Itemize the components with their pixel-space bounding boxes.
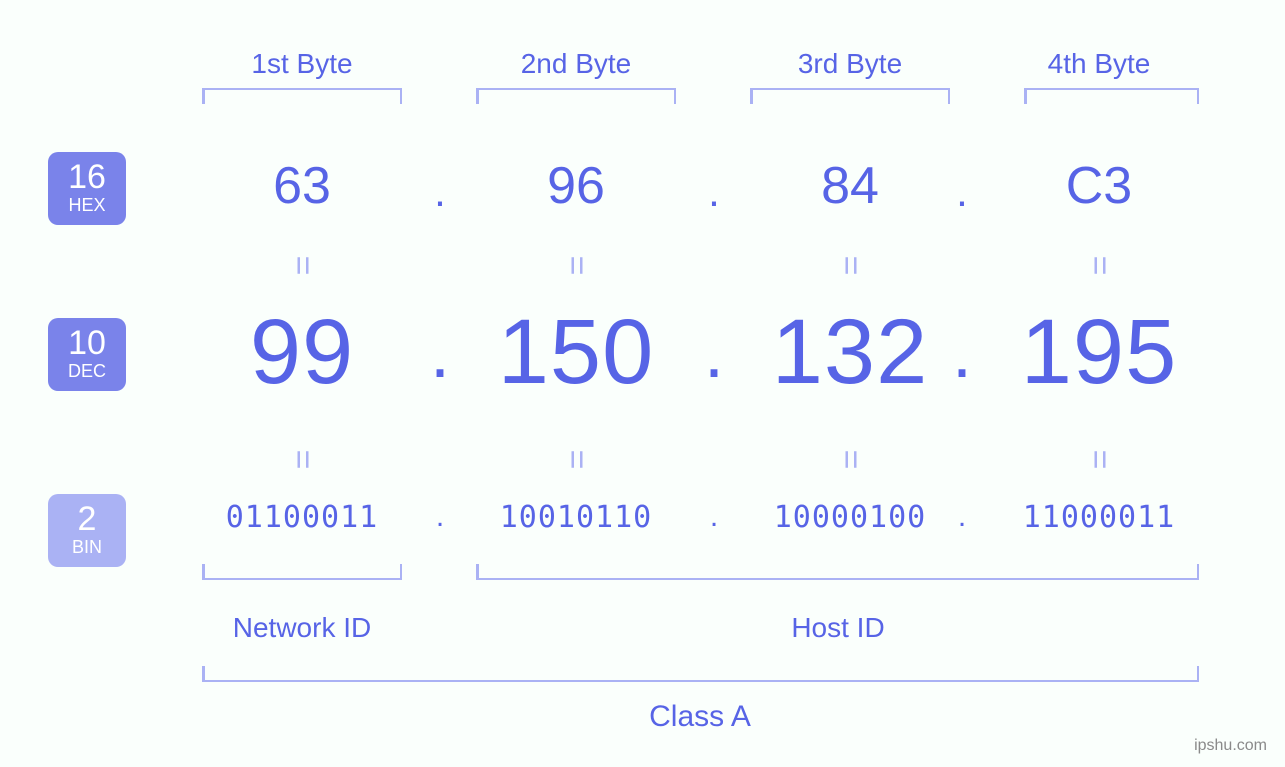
base-badge-dec: 10 DEC — [48, 318, 126, 391]
equals-hex-dec-3: = — [831, 256, 870, 276]
equals-dec-bin-2: = — [557, 450, 596, 470]
dec-byte-3: 132 — [772, 300, 929, 405]
bin-byte-4: 11000011 — [1023, 500, 1176, 535]
equals-hex-dec-2: = — [557, 256, 596, 276]
dec-dot-3: . — [952, 312, 972, 394]
host-id-bracket — [476, 566, 1199, 580]
watermark: ipshu.com — [1194, 737, 1267, 755]
base-badge-hex: 16 HEX — [48, 152, 126, 225]
hex-byte-4: C3 — [1066, 156, 1132, 216]
network-id-bracket — [202, 566, 402, 580]
bin-byte-2: 10010110 — [500, 500, 653, 535]
equals-dec-bin-3: = — [831, 450, 870, 470]
byte-bracket-top-4 — [1024, 88, 1199, 102]
byte-header-2: 2nd Byte — [521, 48, 632, 80]
dec-byte-1: 99 — [250, 300, 354, 405]
class-label: Class A — [649, 700, 751, 734]
dec-byte-4: 195 — [1021, 300, 1178, 405]
hex-byte-1: 63 — [273, 156, 331, 216]
bin-byte-3: 10000100 — [774, 500, 927, 535]
base-badge-bin-label: BIN — [48, 538, 126, 557]
dec-dot-1: . — [430, 312, 450, 394]
byte-header-1: 1st Byte — [251, 48, 352, 80]
equals-hex-dec-1: = — [283, 256, 322, 276]
byte-header-4: 4th Byte — [1048, 48, 1151, 80]
base-badge-bin-number: 2 — [48, 502, 126, 538]
byte-bracket-top-1 — [202, 88, 402, 102]
network-id-label: Network ID — [233, 612, 371, 644]
base-badge-hex-number: 16 — [48, 160, 126, 196]
byte-bracket-top-2 — [476, 88, 676, 102]
equals-dec-bin-4: = — [1080, 450, 1119, 470]
bin-dot-1: . — [436, 500, 444, 534]
bin-byte-1: 01100011 — [226, 500, 379, 535]
equals-hex-dec-4: = — [1080, 256, 1119, 276]
byte-header-3: 3rd Byte — [798, 48, 902, 80]
byte-bracket-top-3 — [750, 88, 950, 102]
hex-dot-1: . — [434, 168, 446, 216]
base-badge-dec-label: DEC — [48, 362, 126, 381]
hex-dot-2: . — [708, 168, 720, 216]
bin-dot-2: . — [710, 500, 718, 534]
class-bracket — [202, 668, 1199, 682]
hex-byte-3: 84 — [821, 156, 879, 216]
base-badge-dec-number: 10 — [48, 326, 126, 362]
host-id-label: Host ID — [791, 612, 884, 644]
dec-byte-2: 150 — [498, 300, 655, 405]
hex-dot-3: . — [956, 168, 968, 216]
base-badge-bin: 2 BIN — [48, 494, 126, 567]
bin-dot-3: . — [958, 500, 966, 534]
dec-dot-2: . — [704, 312, 724, 394]
base-badge-hex-label: HEX — [48, 196, 126, 215]
hex-byte-2: 96 — [547, 156, 605, 216]
equals-dec-bin-1: = — [283, 450, 322, 470]
